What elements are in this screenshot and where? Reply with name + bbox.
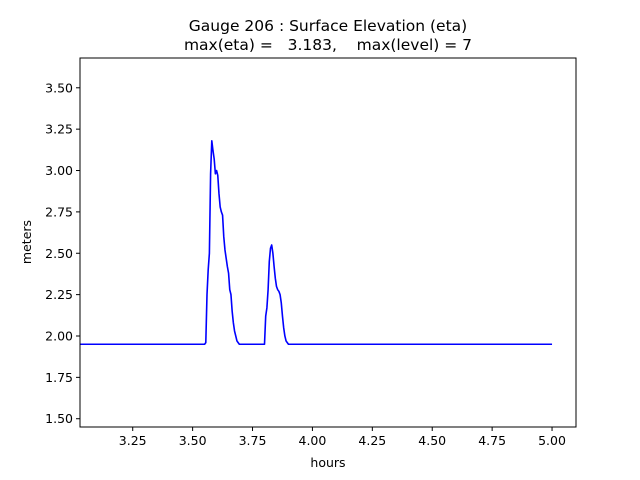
plot-area [80,139,553,346]
y-tick-label: 3.25 [45,122,73,137]
y-tick-label: 3.50 [45,80,73,95]
y-tick-label: 2.50 [45,246,73,261]
x-tick-label: 4.00 [299,433,327,448]
series-line [80,139,553,346]
x-axis: 3.25 3.50 3.75 4.00 4.25 4.50 4.75 5.00 [119,427,566,448]
x-tick-label: 5.00 [538,433,566,448]
x-axis-label: hours [310,455,345,470]
x-tick-label: 4.75 [478,433,506,448]
x-tick-label: 4.50 [418,433,446,448]
chart-title: Gauge 206 : Surface Elevation (eta) [189,17,467,35]
x-tick-label: 3.50 [179,433,207,448]
y-tick-label: 2.00 [45,328,73,343]
y-tick-label: 2.25 [45,287,73,302]
y-axis-label: meters [19,220,34,264]
y-tick-label: 1.50 [45,411,73,426]
y-axis: 1.50 1.75 2.00 2.25 2.50 2.75 3.00 3.25 3.50 [45,80,80,426]
y-tick-label: 1.75 [45,370,73,385]
y-tick-label: 3.00 [45,163,73,178]
x-tick-label: 3.25 [119,433,147,448]
y-tick-label: 2.75 [45,204,73,219]
axes-frame [79,57,577,428]
x-tick-label: 3.75 [239,433,267,448]
x-tick-label: 4.25 [358,433,386,448]
chart-subtitle: max(eta) = 3.183, max(level) = 7 [184,36,472,54]
